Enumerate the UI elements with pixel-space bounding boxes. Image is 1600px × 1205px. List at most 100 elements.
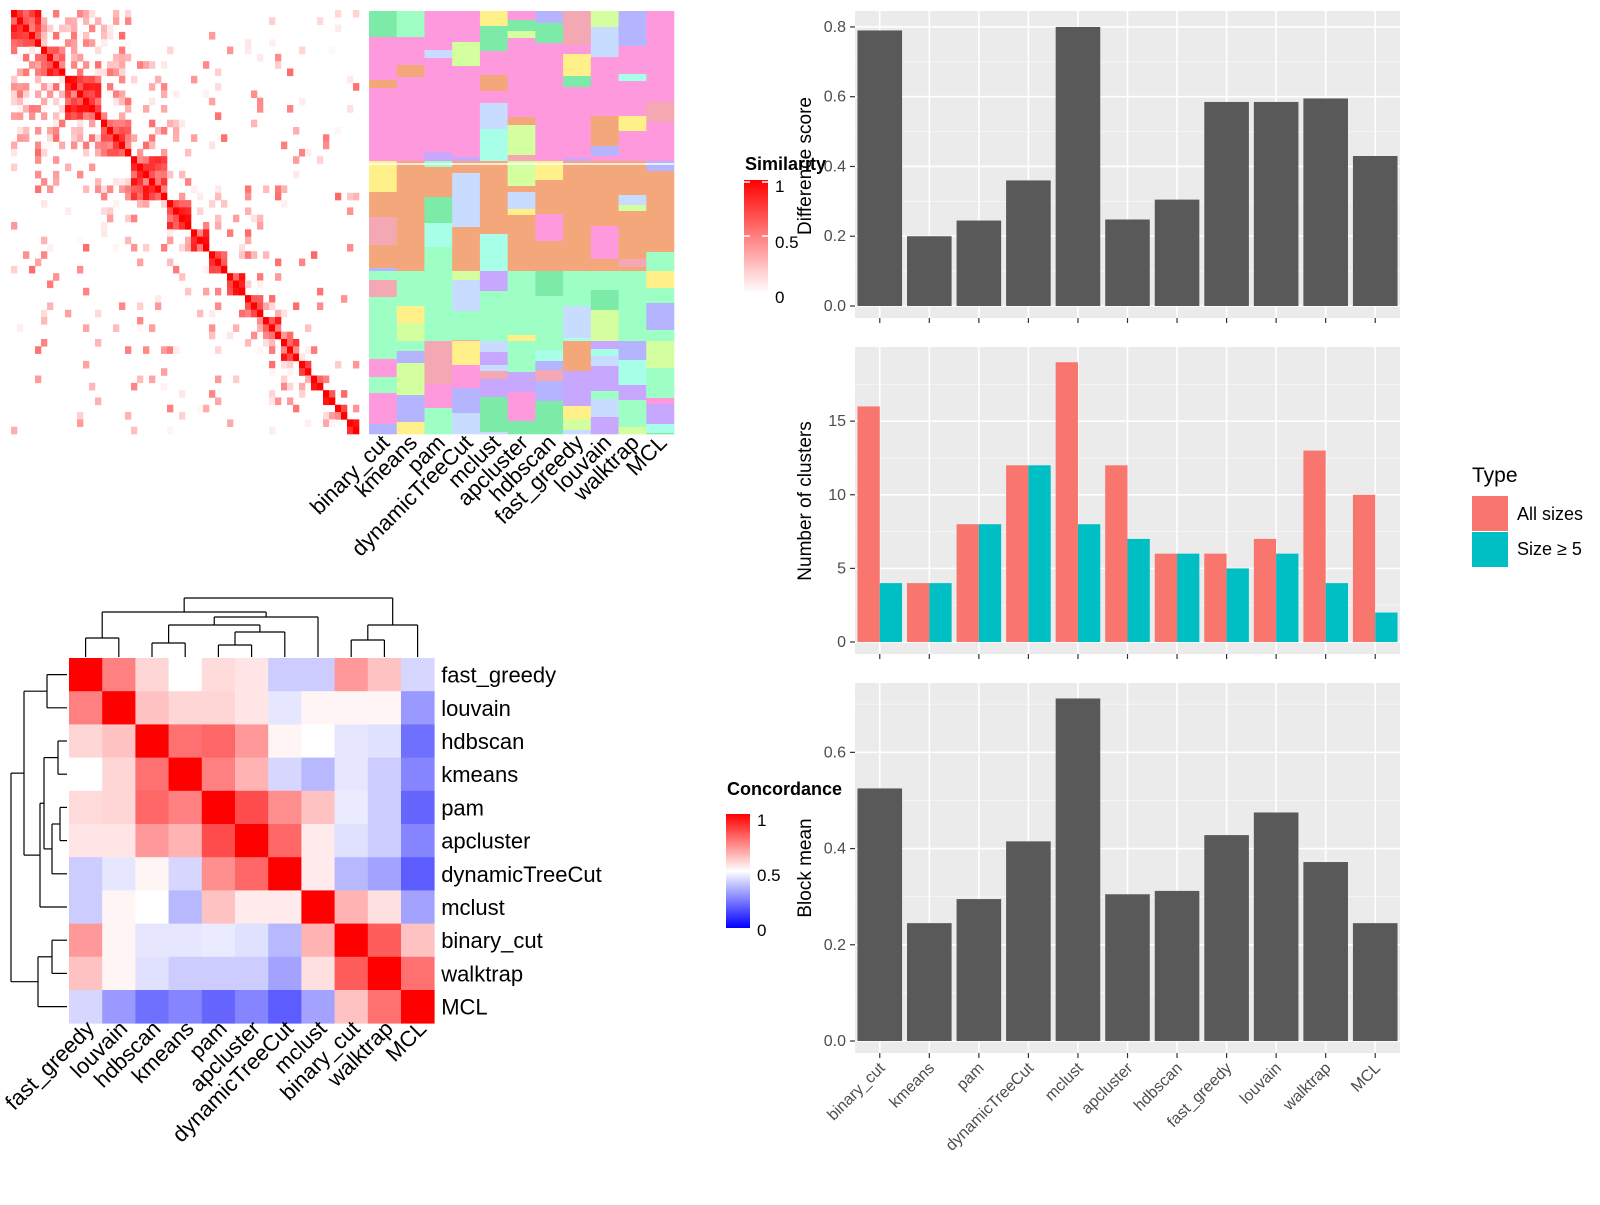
similarity-cell bbox=[191, 229, 198, 237]
membership-cell bbox=[369, 341, 398, 360]
similarity-cell bbox=[287, 382, 294, 391]
similarity-cell bbox=[167, 46, 174, 55]
bar bbox=[857, 30, 903, 306]
similarity-cell bbox=[233, 280, 240, 289]
bar bbox=[1055, 26, 1101, 306]
similarity-cell bbox=[125, 126, 132, 135]
similarity-cell bbox=[53, 10, 60, 18]
similarity-cell bbox=[185, 148, 192, 157]
similarity-cell bbox=[23, 90, 30, 99]
similarity-cell bbox=[107, 148, 114, 157]
concordance-row-label: kmeans bbox=[441, 762, 518, 787]
similarity-cell bbox=[11, 17, 18, 25]
similarity-cell bbox=[311, 346, 318, 354]
membership-cell bbox=[452, 161, 481, 174]
bar-all-sizes bbox=[1352, 494, 1376, 642]
similarity-cell bbox=[23, 134, 30, 142]
similarity-cell bbox=[179, 243, 186, 252]
membership-cell bbox=[479, 379, 508, 398]
similarity-cell bbox=[275, 185, 282, 194]
similarity-cell bbox=[269, 346, 276, 354]
similarity-cell bbox=[329, 46, 336, 55]
similarity-cell bbox=[125, 53, 132, 62]
similarity-cell bbox=[221, 265, 228, 274]
similarity-cell bbox=[47, 90, 54, 99]
similarity-cell bbox=[53, 126, 60, 135]
similarity-cell bbox=[53, 170, 60, 179]
similarity-cell bbox=[341, 390, 348, 398]
similarity-cell bbox=[119, 119, 126, 128]
membership-cell bbox=[452, 365, 481, 389]
membership-cell bbox=[479, 207, 508, 235]
similarity-cell bbox=[41, 148, 48, 157]
membership-cell bbox=[507, 301, 536, 336]
similarity-cell bbox=[101, 192, 108, 201]
similarity-cell bbox=[353, 192, 360, 201]
similarity-cell bbox=[239, 309, 246, 318]
similarity-cell bbox=[263, 338, 270, 347]
similarity-cell bbox=[143, 192, 150, 201]
concordance-row-label: louvain bbox=[441, 696, 511, 721]
membership-cell bbox=[479, 103, 508, 130]
similarity-cell bbox=[257, 324, 264, 332]
concordance-cell bbox=[268, 956, 302, 991]
similarity-cell bbox=[107, 61, 114, 69]
similarity-cell bbox=[323, 397, 330, 406]
similarity-cell bbox=[89, 134, 96, 142]
similarity-cell bbox=[263, 317, 270, 325]
similarity-cell bbox=[179, 119, 186, 128]
similarity-cell bbox=[83, 39, 90, 47]
similarity-cell bbox=[245, 251, 252, 259]
y-tick-label: 0.6 bbox=[824, 744, 846, 761]
membership-cell bbox=[369, 393, 398, 425]
concordance-heatmap bbox=[69, 658, 435, 1024]
membership-cell bbox=[507, 421, 536, 435]
similarity-cell bbox=[41, 141, 48, 150]
similarity-cell bbox=[149, 170, 156, 179]
similarity-cell bbox=[161, 148, 168, 157]
similarity-cell bbox=[341, 404, 348, 413]
similarity-cell bbox=[35, 185, 42, 194]
similarity-cell bbox=[41, 53, 48, 62]
similarity-cell bbox=[155, 178, 162, 186]
membership-cell bbox=[646, 122, 675, 154]
membership-cell bbox=[452, 341, 481, 366]
concordance-cell bbox=[367, 824, 402, 858]
concordance-cell bbox=[367, 658, 402, 692]
similarity-cell bbox=[305, 346, 312, 354]
membership-cell bbox=[646, 330, 675, 342]
similarity-cell bbox=[17, 39, 24, 47]
concordance-cell bbox=[168, 691, 203, 725]
similarity-cell bbox=[149, 324, 156, 332]
similarity-cell bbox=[23, 10, 30, 18]
concordance-cell bbox=[102, 990, 136, 1024]
similarity-cell bbox=[245, 302, 252, 311]
similarity-cell bbox=[293, 156, 300, 164]
similarity-cell bbox=[161, 185, 168, 194]
similarity-cell bbox=[197, 309, 204, 318]
concordance-cell bbox=[401, 956, 435, 991]
membership-cell bbox=[535, 401, 564, 435]
similarity-cell bbox=[347, 75, 354, 84]
similarity-cell bbox=[125, 17, 132, 25]
difference-score-chart: 0.0 0.2 0.4 0.6 0.8 Difference score bbox=[795, 11, 1400, 323]
concordance-cell bbox=[334, 890, 369, 924]
membership-cell bbox=[396, 422, 425, 435]
similarity-cell bbox=[17, 10, 24, 18]
membership-cell bbox=[563, 271, 592, 295]
similarity-cell bbox=[11, 265, 18, 274]
concordance-cell bbox=[102, 658, 136, 692]
similarity-cell bbox=[179, 207, 186, 215]
similarity-cell bbox=[293, 404, 300, 413]
concordance-cell bbox=[334, 824, 369, 858]
membership-cell bbox=[563, 294, 592, 307]
similarity-cell bbox=[149, 119, 156, 128]
similarity-cell bbox=[299, 368, 306, 376]
concordance-cell bbox=[268, 990, 302, 1024]
concordance-dendrogram-left bbox=[10, 673, 67, 1008]
concordance-cell bbox=[135, 956, 169, 991]
x-tick-label: dynamicTreeCut bbox=[943, 1059, 1038, 1154]
concordance-cell bbox=[201, 691, 236, 725]
similarity-cell bbox=[317, 302, 324, 311]
